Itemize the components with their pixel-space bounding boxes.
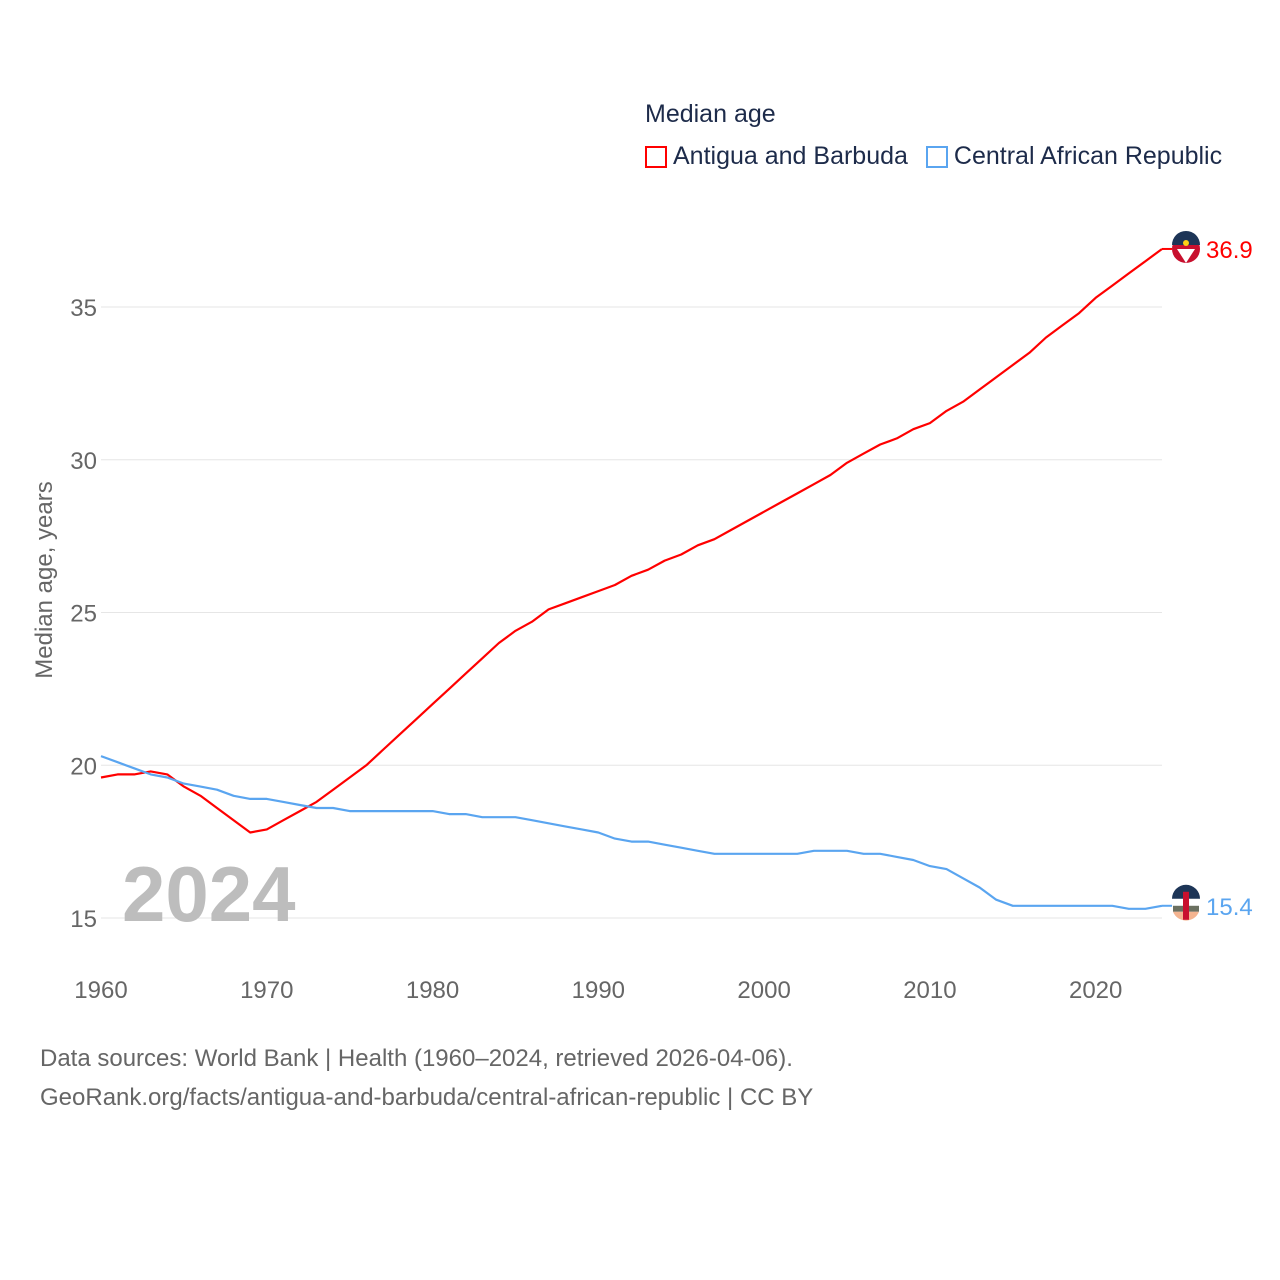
x-tick-label: 2000 bbox=[737, 977, 790, 1004]
x-tick-label: 2010 bbox=[903, 977, 956, 1004]
legend: Antigua and Barbuda Central African Repu… bbox=[645, 142, 1222, 171]
y-tick-label: 20 bbox=[70, 753, 97, 780]
x-tick-label: 2020 bbox=[1069, 977, 1122, 1004]
legend-item-antigua[interactable]: Antigua and Barbuda bbox=[645, 142, 908, 171]
end-value-label: 36.9 bbox=[1206, 237, 1253, 264]
legend-swatch bbox=[925, 145, 948, 168]
source-line-1: Data sources: World Bank | Health (1960–… bbox=[40, 1045, 793, 1072]
legend-title: Median age bbox=[645, 100, 776, 128]
x-tick-label: 1970 bbox=[240, 977, 293, 1004]
y-tick-label: 35 bbox=[70, 295, 97, 322]
flag-part bbox=[1172, 230, 1200, 245]
series-line-1 bbox=[100, 755, 1163, 910]
x-tick-label: 1990 bbox=[572, 977, 625, 1004]
y-tick-label: 25 bbox=[70, 601, 97, 628]
year-watermark: 2024 bbox=[122, 850, 296, 938]
legend-swatch bbox=[645, 145, 667, 168]
source-line-2[interactable]: GeoRank.org/facts/antigua-and-barbuda/ce… bbox=[40, 1084, 814, 1111]
y-tick-label: 15 bbox=[70, 906, 97, 933]
legend-item-car[interactable]: Central African Republic bbox=[925, 142, 1223, 171]
series-line-0 bbox=[100, 248, 1163, 834]
y-axis-label: Median age, years bbox=[31, 481, 58, 678]
legend-label: Antigua and Barbuda bbox=[673, 142, 908, 170]
flag-part bbox=[1183, 891, 1189, 920]
flag-sun bbox=[1183, 239, 1189, 246]
x-tick-label: 1960 bbox=[74, 977, 127, 1004]
x-tick-label: 1980 bbox=[406, 977, 459, 1004]
y-tick-label: 30 bbox=[70, 448, 97, 475]
legend-label: Central African Republic bbox=[953, 142, 1223, 170]
flag-part bbox=[1177, 248, 1195, 263]
end-value-label: 15.4 bbox=[1206, 894, 1253, 921]
